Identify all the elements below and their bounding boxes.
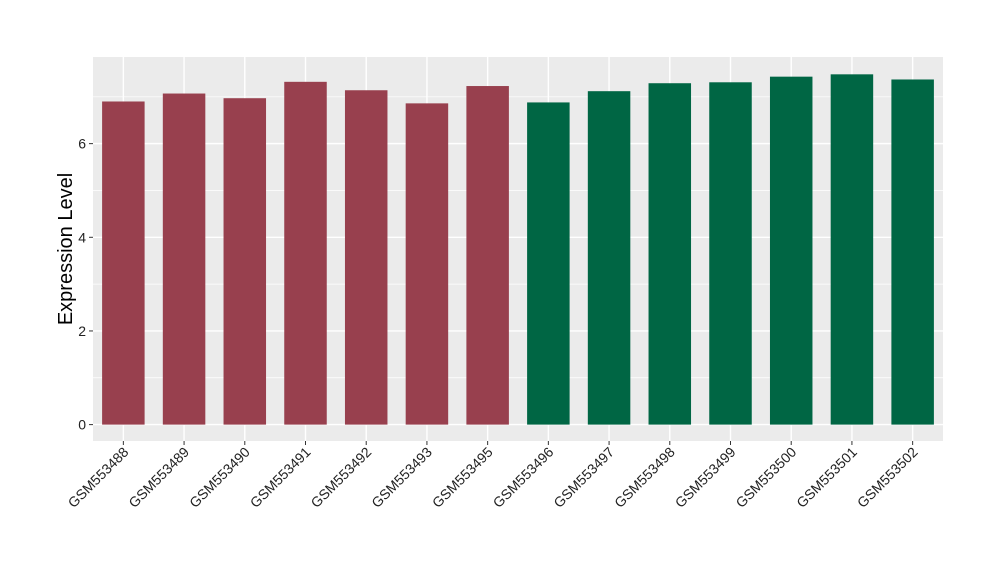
- bar-gsm553488: [102, 101, 145, 425]
- x-tick-label: GSM553500: [732, 444, 799, 511]
- bar-gsm553496: [527, 102, 570, 425]
- x-tick-label: GSM553489: [125, 444, 192, 511]
- x-tick-label: GSM553497: [550, 444, 617, 511]
- bar-gsm553499: [709, 82, 752, 425]
- bar-gsm553491: [284, 81, 327, 425]
- y-tick-label: 0: [78, 417, 86, 433]
- x-tick-label: GSM553498: [611, 444, 678, 511]
- x-axis: GSM553488GSM553489GSM553490GSM553491GSM5…: [65, 441, 921, 511]
- x-tick-label: GSM553501: [793, 444, 860, 511]
- x-tick-label: GSM553499: [672, 444, 739, 511]
- x-tick-label: GSM553490: [186, 444, 253, 511]
- x-tick-label: GSM553493: [368, 444, 435, 511]
- bars: [102, 74, 934, 425]
- bar-gsm553498: [648, 83, 692, 425]
- x-tick-label: GSM553496: [490, 444, 557, 511]
- bar-gsm553502: [891, 79, 934, 425]
- x-tick-label: GSM553488: [65, 444, 132, 511]
- bar-gsm553489: [162, 93, 206, 425]
- bar-gsm553497: [587, 91, 631, 425]
- bar-gsm553493: [405, 103, 449, 425]
- x-tick-label: GSM553491: [247, 444, 314, 511]
- bar-gsm553490: [223, 98, 267, 425]
- y-axis-title: Expression Level: [55, 173, 77, 325]
- y-tick-label: 4: [78, 229, 86, 245]
- plot-panel: [93, 57, 943, 441]
- bar-gsm553495: [466, 86, 509, 425]
- bar-gsm553500: [769, 76, 813, 425]
- x-tick-label: GSM553495: [429, 444, 496, 511]
- y-axis: 0 2 4 6: [78, 136, 93, 433]
- x-tick-label: GSM553492: [307, 444, 374, 511]
- bar-gsm553501: [830, 74, 874, 425]
- y-tick-label: 6: [78, 136, 86, 152]
- bar-gsm553492: [344, 90, 388, 425]
- x-tick-label: GSM553502: [854, 444, 921, 511]
- y-tick-label: 2: [78, 323, 86, 339]
